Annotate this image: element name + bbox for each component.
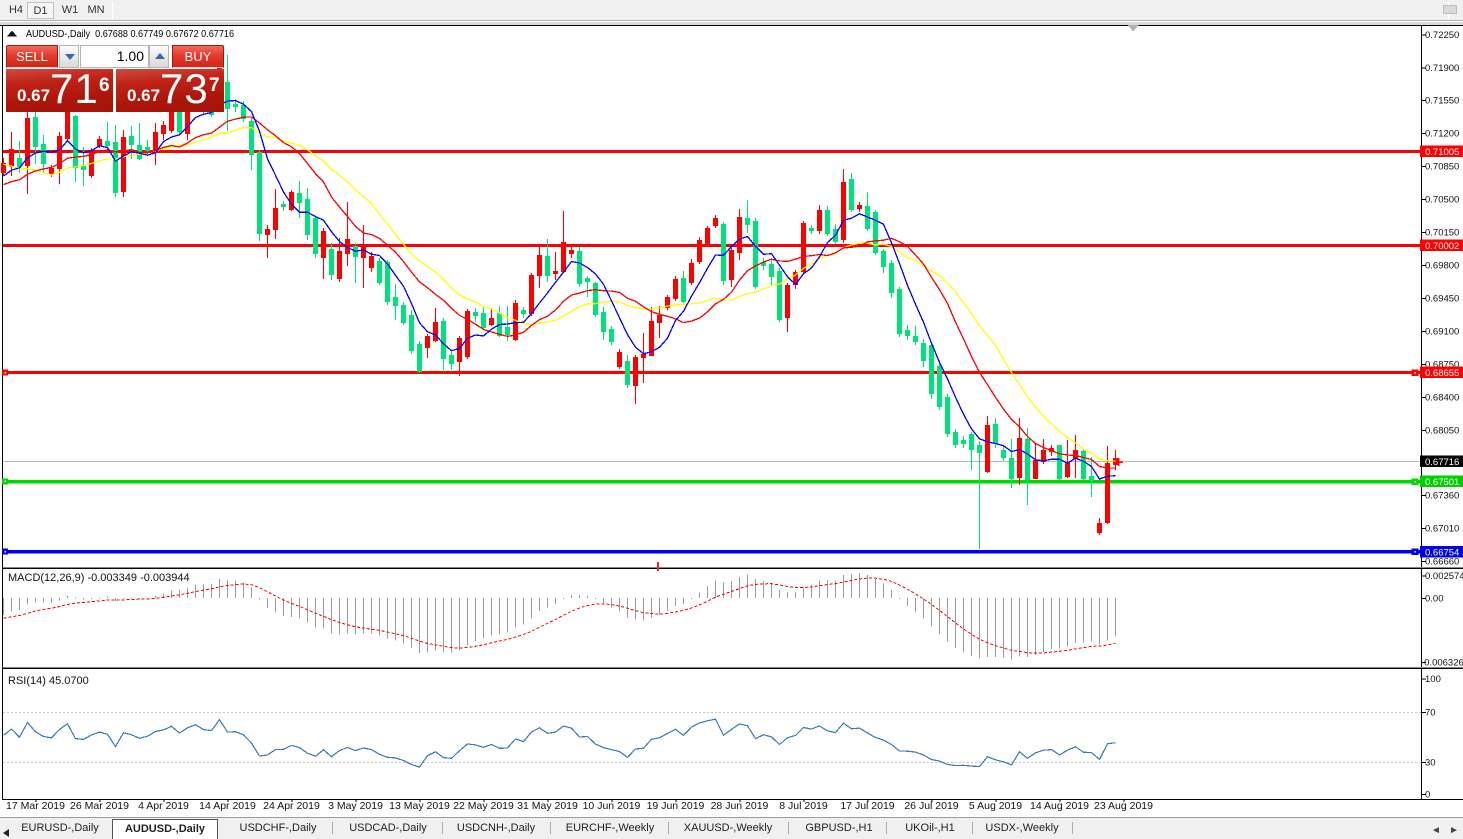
svg-text:100: 100 bbox=[1425, 674, 1441, 685]
svg-text:13 May 2019: 13 May 2019 bbox=[389, 800, 450, 812]
svg-text:0.71005: 0.71005 bbox=[1425, 147, 1459, 158]
svg-text:5 Aug 2019: 5 Aug 2019 bbox=[969, 800, 1022, 812]
svg-text:0.00: 0.00 bbox=[1425, 594, 1444, 605]
svg-text:22 May 2019: 22 May 2019 bbox=[453, 800, 514, 812]
svg-text:0.70850: 0.70850 bbox=[1425, 162, 1459, 173]
svg-text:10 Jun 2019: 10 Jun 2019 bbox=[583, 800, 641, 812]
svg-text:-0.006326: -0.006326 bbox=[1421, 657, 1463, 668]
svg-text:70: 70 bbox=[1425, 708, 1436, 719]
svg-text:0.70500: 0.70500 bbox=[1425, 195, 1459, 206]
svg-text:RSI(14) 45.0700: RSI(14) 45.0700 bbox=[8, 675, 89, 687]
svg-text:0.70150: 0.70150 bbox=[1425, 228, 1459, 239]
svg-text:0.67010: 0.67010 bbox=[1425, 523, 1459, 534]
svg-text:17 Mar 2019: 17 Mar 2019 bbox=[6, 800, 65, 812]
svg-text:0.67501: 0.67501 bbox=[1425, 477, 1459, 488]
svg-text:0.70002: 0.70002 bbox=[1425, 241, 1459, 252]
svg-text:0.66660: 0.66660 bbox=[1425, 556, 1459, 567]
svg-text:MACD(12,26,9) -0.003349 -0.003: MACD(12,26,9) -0.003349 -0.003944 bbox=[8, 572, 190, 584]
svg-text:8 Jul 2019: 8 Jul 2019 bbox=[779, 800, 828, 812]
svg-text:28 Jun 2019: 28 Jun 2019 bbox=[711, 800, 769, 812]
svg-text:AUDUSD-,Daily 0.67688 0.67749: AUDUSD-,Daily 0.67688 0.67749 0.67672 0.… bbox=[26, 29, 234, 40]
svg-text:0.69450: 0.69450 bbox=[1425, 294, 1459, 305]
svg-text:4 Apr 2019: 4 Apr 2019 bbox=[138, 800, 189, 812]
svg-text:24 Apr 2019: 24 Apr 2019 bbox=[263, 800, 320, 812]
svg-text:31 May 2019: 31 May 2019 bbox=[517, 800, 578, 812]
svg-text:0.69800: 0.69800 bbox=[1425, 261, 1459, 272]
svg-text:17 Jul 2019: 17 Jul 2019 bbox=[840, 800, 894, 812]
svg-text:0.002574: 0.002574 bbox=[1425, 571, 1463, 582]
svg-text:26 Jul 2019: 26 Jul 2019 bbox=[904, 800, 958, 812]
svg-text:0.68050: 0.68050 bbox=[1425, 425, 1459, 436]
svg-text:0.72250: 0.72250 bbox=[1425, 30, 1459, 41]
svg-text:0.68655: 0.68655 bbox=[1425, 368, 1459, 379]
svg-text:0.71200: 0.71200 bbox=[1425, 129, 1459, 140]
svg-text:0.66754: 0.66754 bbox=[1425, 547, 1459, 558]
svg-text:0.67360: 0.67360 bbox=[1425, 490, 1459, 501]
svg-text:0.67716: 0.67716 bbox=[1425, 457, 1459, 468]
svg-text:26 Mar 2019: 26 Mar 2019 bbox=[70, 800, 129, 812]
svg-text:14 Apr 2019: 14 Apr 2019 bbox=[199, 800, 256, 812]
svg-text:3 May 2019: 3 May 2019 bbox=[328, 800, 383, 812]
svg-text:0.68750: 0.68750 bbox=[1425, 360, 1459, 371]
svg-text:0.71550: 0.71550 bbox=[1425, 96, 1459, 107]
svg-text:30: 30 bbox=[1425, 757, 1436, 768]
svg-text:0.69100: 0.69100 bbox=[1425, 327, 1459, 338]
svg-text:19 Jun 2019: 19 Jun 2019 bbox=[647, 800, 705, 812]
svg-text:0: 0 bbox=[1425, 790, 1430, 801]
svg-text:23 Aug 2019: 23 Aug 2019 bbox=[1094, 800, 1153, 812]
svg-text:0.68400: 0.68400 bbox=[1425, 392, 1459, 403]
svg-text:0.71900: 0.71900 bbox=[1425, 63, 1459, 74]
svg-text:14 Aug 2019: 14 Aug 2019 bbox=[1030, 800, 1089, 812]
